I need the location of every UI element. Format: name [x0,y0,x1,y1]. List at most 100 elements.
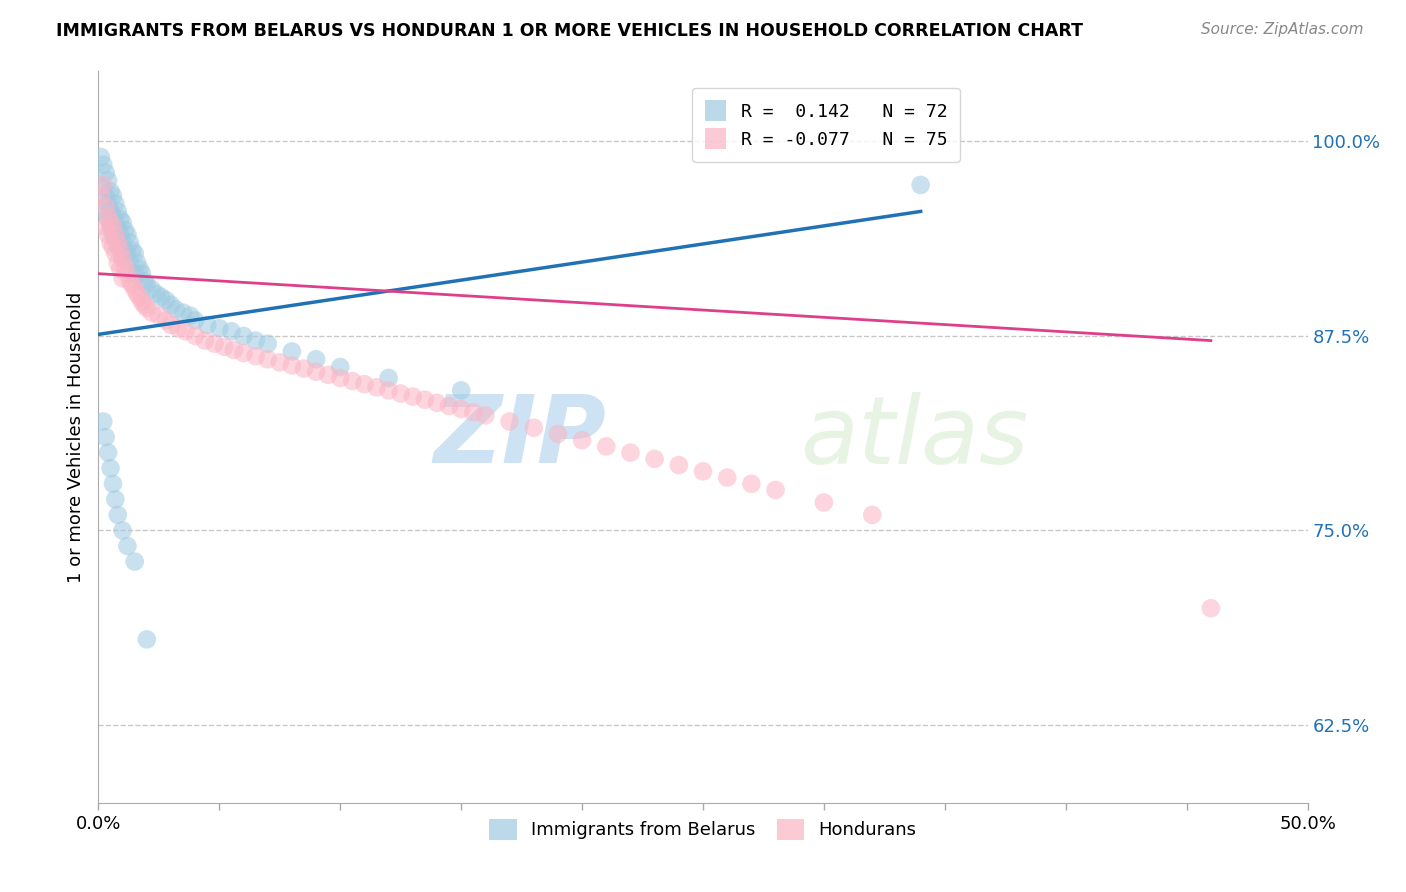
Point [547,427,569,442]
Legend: Immigrants from Belarus, Hondurans: Immigrants from Belarus, Hondurans [481,810,925,848]
Point [813,495,835,509]
Point [111,251,134,265]
Point [100,219,122,234]
Point [97,212,120,227]
Point [204,336,226,351]
Point [134,275,156,289]
Point [131,267,153,281]
Point [117,267,139,281]
Point [232,329,254,343]
Point [101,209,124,223]
Text: IMMIGRANTS FROM BELARUS VS HONDURAN 1 OR MORE VEHICLES IN HOUSEHOLD CORRELATION : IMMIGRANTS FROM BELARUS VS HONDURAN 1 OR… [56,22,1083,40]
Point [740,476,762,491]
Y-axis label: 1 or more Vehicles in Household: 1 or more Vehicles in Household [66,292,84,582]
Point [208,321,231,335]
Point [212,340,235,354]
Point [377,384,399,398]
Point [172,305,194,319]
Point [413,392,436,407]
Point [94,430,117,444]
Point [141,305,163,319]
Point [716,470,738,484]
Point [90,189,112,203]
Point [195,318,218,332]
Point [668,458,690,472]
Point [131,294,153,309]
Point [117,539,139,553]
Point [245,349,267,363]
Point [523,421,546,435]
Point [377,371,399,385]
Point [104,246,127,260]
Point [292,361,315,376]
Point [117,227,139,242]
Point [101,219,124,234]
Point [160,298,183,312]
Point [100,184,122,198]
Point [141,282,163,296]
Point [155,313,177,327]
Text: Source: ZipAtlas.com: Source: ZipAtlas.com [1201,22,1364,37]
Point [104,492,127,507]
Point [232,346,254,360]
Point [94,204,117,219]
Point [571,433,593,447]
Point [402,390,425,404]
Point [437,399,460,413]
Point [463,405,485,419]
Point [94,165,117,179]
Point [174,324,197,338]
Text: atlas: atlas [800,392,1028,483]
Point [114,223,136,237]
Point [124,555,146,569]
Point [104,196,127,211]
Point [108,212,131,227]
Point [692,464,714,478]
Point [111,215,134,229]
Point [97,173,120,187]
Point [121,277,143,292]
Point [124,246,146,260]
Point [342,374,364,388]
Point [100,204,122,219]
Point [94,219,117,234]
Point [107,204,129,219]
Point [179,309,201,323]
Point [118,235,141,250]
Point [101,240,124,254]
Point [108,262,131,277]
Point [155,293,177,307]
Point [134,298,156,312]
Point [145,286,167,301]
Point [100,461,122,475]
Point [305,352,328,367]
Point [184,313,207,327]
Point [128,290,150,304]
Point [619,445,641,459]
Text: ZIP: ZIP [433,391,606,483]
Point [644,451,666,466]
Point [97,445,120,459]
Point [450,384,472,398]
Point [104,231,127,245]
Point [118,256,141,270]
Point [111,524,134,538]
Point [107,235,129,250]
Point [94,200,117,214]
Point [118,275,141,289]
Point [111,235,134,250]
Point [765,483,787,497]
Point [135,632,157,647]
Point [184,329,207,343]
Point [121,244,143,258]
Point [281,344,304,359]
Point [256,352,278,367]
Point [94,189,117,203]
Point [426,396,449,410]
Point [860,508,883,522]
Point [108,227,131,242]
Point [111,251,134,265]
Point [127,256,149,270]
Point [222,343,245,357]
Point [353,377,375,392]
